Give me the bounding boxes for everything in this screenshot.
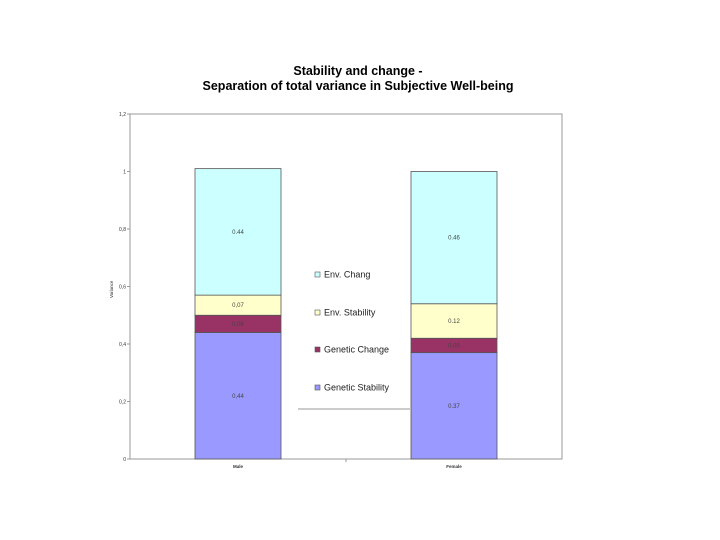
- data-label: 0,44: [232, 394, 244, 400]
- chart-title-line2: Separation of total variance in Subjecti…: [202, 79, 514, 93]
- data-label: 0.12: [448, 319, 460, 325]
- category-label: Male: [233, 464, 244, 469]
- data-label: 0.44: [232, 230, 244, 236]
- y-tick-label: 0,4: [119, 342, 126, 348]
- y-tick-label: 0: [123, 457, 126, 463]
- y-axis-title: Variance: [109, 280, 114, 298]
- data-label: 0,06: [232, 322, 244, 328]
- bar-segment: [194, 332, 282, 460]
- legend-label: Env. Stability: [324, 308, 376, 318]
- legend-label: Genetic Change: [324, 345, 389, 355]
- legend-swatch: [314, 346, 321, 353]
- bar-segment: [410, 303, 498, 339]
- legend-box: [298, 258, 410, 410]
- y-tick-label: 0,2: [119, 400, 126, 406]
- chart-title-line1: Stability and change -: [293, 64, 423, 78]
- chart-title: Stability and change - Separation of tot…: [150, 64, 566, 94]
- y-ticks: 0 0,2 0,4 0,6 0,8 1 1,2: [119, 112, 130, 463]
- y-tick-label: 1: [123, 170, 126, 176]
- y-tick-label: 1,2: [119, 112, 126, 118]
- bars: 0,44 0,06 0,07 0.44 0.37 0.05 0.12 0.46: [194, 168, 498, 460]
- y-tick-label: 0,6: [119, 285, 126, 291]
- bar-segment: [410, 352, 498, 460]
- data-label: 0,07: [232, 303, 244, 309]
- legend: Env. Chang Env. Stability Genetic Change Ge…: [298, 258, 410, 410]
- legend-label: Genetic Stability: [324, 383, 390, 393]
- bar-segment: [194, 168, 282, 296]
- legend-swatch: [314, 309, 321, 316]
- data-label: 0.05: [448, 343, 460, 349]
- bar-segment: [410, 171, 498, 305]
- legend-swatch: [314, 271, 321, 278]
- category-labels: Male Female: [233, 459, 462, 469]
- legend-label: Env. Chang: [324, 270, 370, 280]
- data-label: 0.37: [448, 404, 460, 410]
- y-tick-label: 0,8: [119, 227, 126, 233]
- category-label: Female: [446, 464, 462, 469]
- legend-swatch: [314, 384, 321, 391]
- data-label: 0.46: [448, 236, 460, 242]
